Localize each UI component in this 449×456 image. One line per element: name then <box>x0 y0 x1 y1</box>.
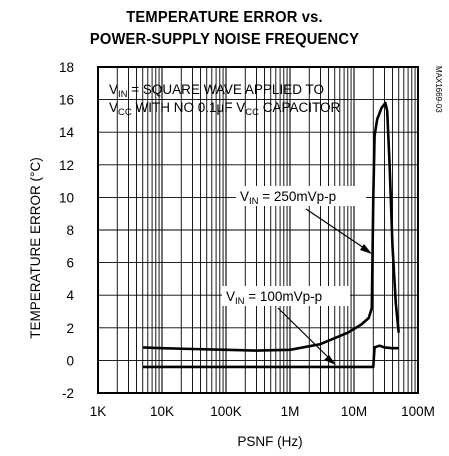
y-tick-label: 2 <box>66 321 74 336</box>
grid <box>98 67 418 393</box>
label-250-bg <box>236 186 366 206</box>
x-tick-label: 1M <box>281 404 300 419</box>
y-tick-label: 0 <box>66 353 74 368</box>
y-tick-label: 14 <box>59 125 75 140</box>
y-tick-label: 8 <box>66 223 74 238</box>
x-tick-label: 10K <box>150 404 174 419</box>
arrow-100-head <box>324 355 336 365</box>
series-line-1 <box>142 344 399 369</box>
y-tick-label: 18 <box>59 60 74 75</box>
label-100-bg <box>222 286 350 306</box>
chart-title-line1: TEMPERATURE ERROR vs. <box>126 9 323 26</box>
x-tick-label: 1K <box>90 404 107 419</box>
y-tick-label: 12 <box>59 158 74 173</box>
plot-frame <box>97 66 419 394</box>
arrow-250-head <box>360 244 372 254</box>
condition-annotation-line2: VCC WITH NO 0.1μF VCC CAPACITOR <box>109 100 341 118</box>
x-tick-labels: 1K 10K 100K 1M 10M 100M <box>90 404 435 419</box>
series-line-0 <box>142 101 400 352</box>
label-250mv: VIN = 250mVp-p <box>240 189 336 207</box>
series-group <box>142 101 400 369</box>
y-tick-label: -2 <box>62 386 74 401</box>
y-tick-label: 6 <box>66 256 74 271</box>
y-tick-label: 10 <box>59 190 74 205</box>
y-tick-label: 4 <box>66 288 74 303</box>
x-tick-label: 10M <box>341 404 367 419</box>
x-tick-label: 100M <box>401 404 435 419</box>
y-axis-title: TEMPERATURE ERROR (°C) <box>28 157 43 338</box>
arrow-100-line <box>277 307 333 362</box>
chart-title-line2: POWER-SUPPLY NOISE FREQUENCY <box>89 31 360 48</box>
x-tick-label: 100K <box>210 404 242 419</box>
y-tick-labels: -2 0 2 4 6 8 10 12 14 16 18 <box>59 60 75 401</box>
arrow-250-line <box>305 208 368 251</box>
condition-annotation-line1: VIN = SQUARE WAVE APPLIED TO <box>109 82 324 100</box>
x-axis-title: PSNF (Hz) <box>237 434 302 449</box>
part-code: MAX1669-03 <box>434 66 443 113</box>
label-100mv: VIN = 100mVp-p <box>226 289 322 307</box>
y-tick-label: 16 <box>59 93 74 108</box>
